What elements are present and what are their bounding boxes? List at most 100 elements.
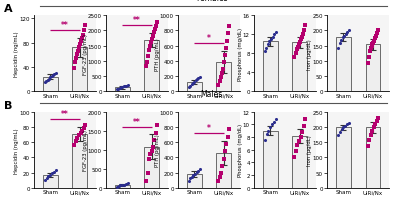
Point — [77, 43, 84, 46]
Point — [262, 138, 268, 141]
Point — [293, 49, 300, 52]
Point — [78, 40, 84, 43]
Y-axis label: Hepcidin (ng/mL): Hepcidin (ng/mL) — [14, 31, 19, 77]
Point — [223, 47, 229, 50]
Point — [49, 172, 55, 175]
Point — [268, 38, 274, 41]
Point — [371, 40, 378, 43]
Point — [119, 86, 126, 89]
Point — [75, 50, 82, 53]
Point — [147, 45, 154, 48]
Point — [71, 67, 78, 70]
Point — [76, 47, 82, 50]
Point — [340, 37, 346, 40]
Point — [45, 175, 52, 178]
Point — [150, 145, 156, 149]
Point — [186, 86, 192, 89]
Point — [372, 38, 378, 41]
Point — [74, 53, 80, 56]
Point — [194, 78, 200, 81]
Point — [338, 39, 344, 43]
Point — [366, 56, 372, 60]
Point — [218, 172, 224, 175]
Text: Males: Males — [200, 90, 223, 99]
Point — [366, 50, 373, 53]
Point — [143, 65, 150, 69]
Point — [153, 25, 159, 28]
Point — [42, 81, 48, 84]
Point — [195, 77, 202, 80]
Bar — [366, 45, 380, 92]
Point — [73, 140, 79, 143]
Point — [225, 33, 231, 36]
Bar — [72, 48, 87, 92]
Point — [116, 87, 123, 90]
Point — [366, 138, 372, 142]
Point — [364, 144, 371, 148]
Bar — [43, 77, 58, 92]
Point — [47, 76, 54, 80]
Point — [375, 117, 382, 120]
Point — [82, 25, 88, 28]
Bar — [336, 128, 351, 188]
Point — [217, 76, 224, 79]
Point — [144, 62, 151, 65]
Point — [44, 177, 50, 180]
Text: *: * — [207, 124, 211, 133]
Text: Females: Females — [196, 0, 228, 3]
Point — [124, 182, 131, 185]
Point — [154, 124, 160, 127]
Point — [269, 36, 276, 39]
Point — [226, 25, 232, 28]
Point — [340, 126, 347, 129]
Point — [76, 134, 82, 137]
Point — [122, 183, 129, 186]
Point — [368, 134, 374, 137]
Point — [77, 132, 84, 135]
Point — [264, 133, 270, 136]
Point — [226, 128, 232, 131]
Point — [52, 72, 59, 75]
Point — [115, 88, 122, 91]
Point — [300, 33, 306, 37]
Point — [218, 72, 225, 75]
Point — [117, 184, 124, 187]
Point — [219, 165, 226, 168]
Bar — [115, 185, 130, 188]
Point — [301, 30, 307, 33]
Y-axis label: FGF-23 (pg/mL): FGF-23 (pg/mL) — [82, 130, 88, 170]
Point — [147, 153, 154, 156]
Point — [270, 121, 277, 124]
Point — [370, 126, 377, 129]
Bar — [216, 62, 231, 92]
Point — [338, 127, 345, 131]
Point — [114, 88, 120, 91]
Point — [302, 24, 308, 27]
Bar — [216, 153, 231, 188]
Point — [364, 62, 371, 66]
Point — [262, 50, 268, 53]
Y-axis label: PTH (pg/mL): PTH (pg/mL) — [154, 38, 160, 70]
Point — [299, 36, 305, 39]
Point — [222, 54, 228, 57]
Point — [196, 76, 203, 80]
Point — [291, 56, 298, 59]
Point — [222, 150, 228, 153]
Point — [220, 68, 226, 71]
Point — [150, 35, 156, 38]
Point — [42, 178, 48, 181]
Y-axis label: FGF-23 (pg/mL): FGF-23 (pg/mL) — [82, 34, 88, 74]
Point — [119, 183, 126, 187]
Point — [299, 131, 305, 134]
Point — [145, 55, 152, 59]
Bar — [366, 128, 380, 188]
Bar — [187, 174, 202, 188]
Bar — [336, 38, 351, 92]
Point — [144, 172, 151, 175]
Point — [298, 39, 304, 42]
Point — [297, 136, 304, 139]
Point — [187, 85, 194, 88]
Point — [80, 34, 86, 37]
Point — [344, 32, 350, 35]
Point — [50, 74, 56, 77]
